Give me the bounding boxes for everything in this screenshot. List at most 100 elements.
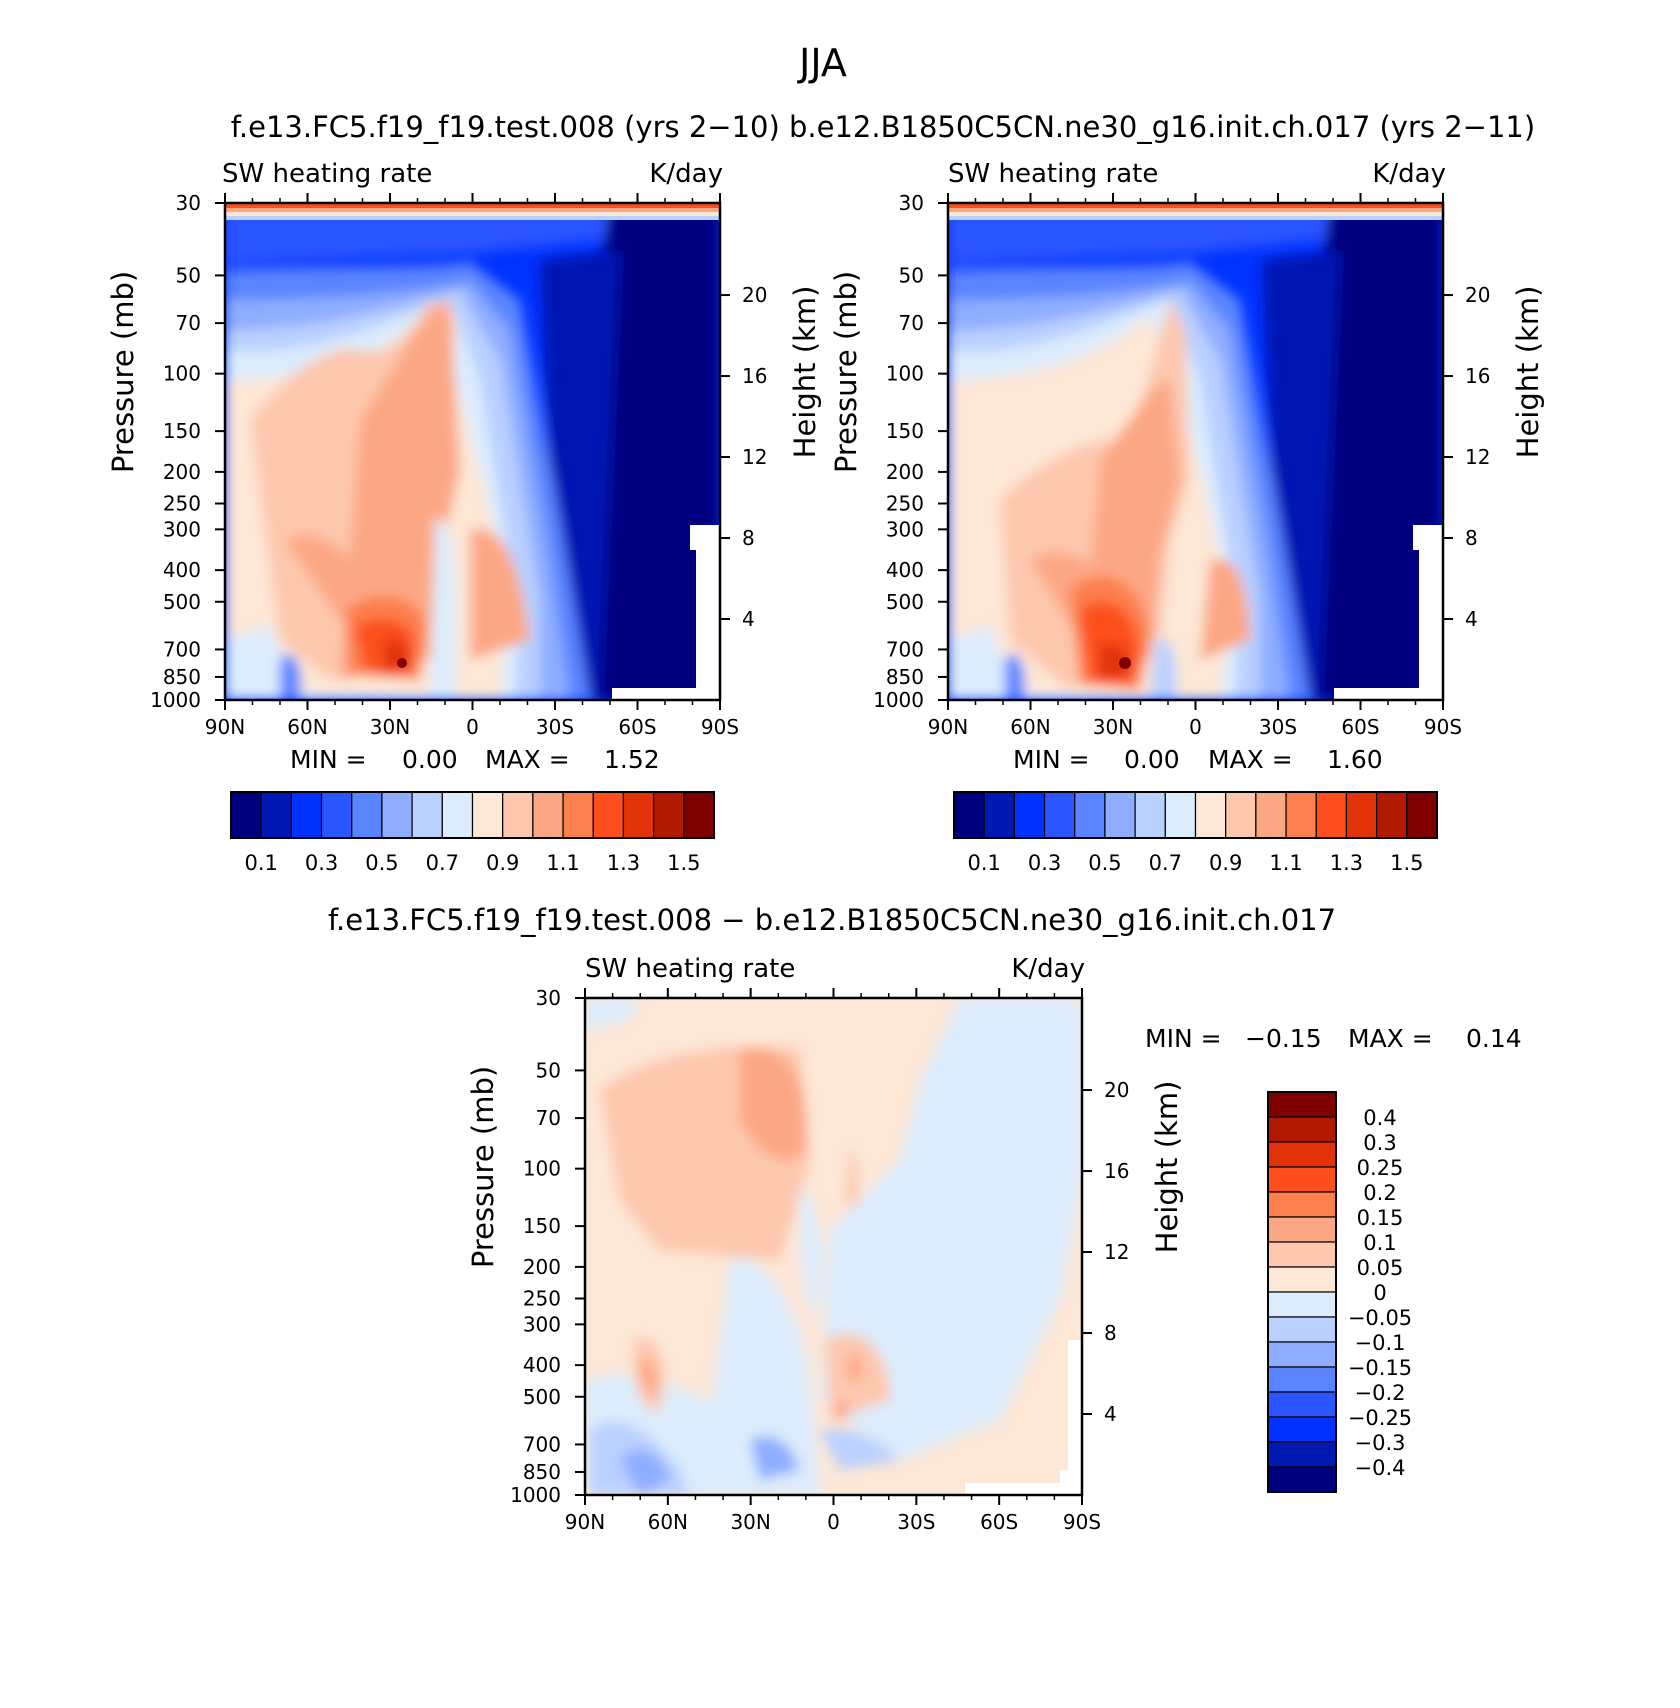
colorbar-label: 0.3	[305, 851, 338, 875]
x-tick-label: 90N	[928, 715, 968, 739]
colorbar-label: 1.1	[1269, 851, 1302, 875]
colorbar-box	[1043, 791, 1076, 839]
left-units-label: K/day	[649, 159, 723, 189]
p-tick-label: 50	[899, 263, 924, 287]
y-axis-title: Pressure (mb)	[106, 271, 140, 473]
colorbar-label: 0.3	[1028, 851, 1061, 875]
x-tick-label: 30S	[536, 715, 574, 739]
colorbar-box	[1267, 1141, 1337, 1168]
colorbar-label: −0.3	[1355, 1431, 1406, 1455]
colorbar-label: 0.7	[426, 851, 459, 875]
p-tick-label: 850	[163, 665, 201, 689]
p-tick-label: 150	[523, 1214, 561, 1238]
left-axes: 90N 60N 30N 0 30S 60S 90S 30 50 70 100 150 200 250300…	[106, 191, 822, 739]
p-tick-label: 400	[886, 558, 924, 582]
h-tick-label: 4	[1465, 607, 1478, 631]
season-title: JJA	[797, 41, 847, 85]
colorbar-label: 0.5	[1088, 851, 1121, 875]
colorbar-box	[1315, 791, 1348, 839]
colorbar-label: 0.15	[1357, 1206, 1404, 1230]
colorbar-box	[1134, 791, 1166, 839]
right-colorbar: 0.1 0.3 0.5 0.7 0.9 1.1 1.3 1.5	[953, 791, 1438, 875]
right-units-label: K/day	[1372, 159, 1446, 189]
colorbar-box	[1013, 791, 1046, 839]
colorbar-label: 0.1	[1363, 1231, 1396, 1255]
left-max-label: MAX =	[485, 745, 570, 774]
h-tick-label: 8	[1104, 1321, 1117, 1345]
colorbar-label: −0.15	[1348, 1356, 1412, 1380]
colorbar-label: −0.2	[1355, 1381, 1406, 1405]
x-tick-label: 60N	[1010, 715, 1050, 739]
diff-max-label: MAX =	[1348, 1024, 1433, 1053]
colorbar-box	[1285, 791, 1317, 839]
left-variable-label: SW heating rate	[222, 159, 432, 189]
p-tick-label: 500	[163, 590, 201, 614]
p-tick-label: 400	[523, 1353, 561, 1377]
x-tick-label: 0	[827, 1510, 840, 1534]
p-tick-label: 200	[523, 1255, 561, 1279]
colorbar-box	[1194, 791, 1227, 839]
x-tick-label: 30S	[1259, 715, 1297, 739]
p-tick-label: 30	[176, 191, 201, 215]
x-tick-label: 60N	[287, 715, 327, 739]
colorbar-box	[471, 791, 504, 839]
left-colorbar: 0.1 0.3 0.5 0.7 0.9 1.1 1.3 1.5	[230, 791, 715, 875]
h-tick-label: 16	[1465, 364, 1490, 388]
p-tick-label: 300	[523, 1312, 561, 1336]
p-tick-label: 400	[163, 558, 201, 582]
p-tick-label: 70	[899, 311, 924, 335]
colorbar-box	[1267, 1266, 1337, 1293]
p-tick-label: 500	[886, 590, 924, 614]
p-tick-label: 300	[163, 517, 201, 541]
diff-colorbar: 0.40.30.250.20.150.10.050−0.05−0.1−0.15−…	[1267, 1091, 1412, 1493]
colorbar-label: 1.3	[1330, 851, 1363, 875]
p-tick-label: 850	[886, 665, 924, 689]
colorbar-box	[351, 791, 383, 839]
colorbar-box	[1267, 1316, 1337, 1343]
colorbar-label: 0.2	[1363, 1181, 1396, 1205]
x-tick-label: 60S	[980, 1510, 1018, 1534]
p-tick-label: 30	[536, 986, 561, 1010]
p-tick-label: 150	[163, 419, 201, 443]
right-axes: 90N 60N 30N 0 30S 60S 90S 30 50 70 100 150 200 250300…	[829, 191, 1545, 739]
colorbar-box	[1267, 1216, 1337, 1243]
left-min-value: 0.00	[402, 745, 458, 774]
colorbar-label: 1.3	[607, 851, 640, 875]
left-contour-field	[225, 203, 720, 700]
colorbar-box	[1267, 1091, 1337, 1118]
colorbar-label: 0.9	[486, 851, 519, 875]
p-tick-label: 700	[886, 637, 924, 661]
diff-variable-label: SW heating rate	[585, 954, 795, 984]
p-tick-label: 700	[163, 637, 201, 661]
colorbar-label: 0.7	[1149, 851, 1182, 875]
diff-max-value: 0.14	[1466, 1024, 1522, 1053]
bottom-title: f.e13.FC5.f19_f19.test.008 − b.e12.B1850…	[328, 903, 1336, 937]
colorbar-frame	[230, 791, 715, 839]
colorbar-box	[290, 791, 323, 839]
h-tick-label: 20	[742, 283, 767, 307]
colorbar-label: 0.1	[244, 851, 277, 875]
colorbar-box	[562, 791, 594, 839]
colorbar-frame	[1267, 1091, 1337, 1493]
colorbar-box	[653, 791, 685, 839]
diff-units-label: K/day	[1011, 954, 1085, 984]
diff-min-label: MIN =	[1145, 1024, 1222, 1053]
colorbar-frame	[953, 791, 1438, 839]
colorbar-label: 0.05	[1357, 1256, 1404, 1280]
colorbar-box	[1267, 1291, 1337, 1318]
colorbar-box	[1074, 791, 1106, 839]
colorbar-box	[1267, 1341, 1337, 1368]
colorbar-box	[1267, 1191, 1337, 1218]
p-tick-label: 200	[163, 460, 201, 484]
right-min-value: 0.00	[1124, 745, 1180, 774]
x-tick-label: 60N	[648, 1510, 688, 1534]
right-max-label: MAX =	[1208, 745, 1293, 774]
colorbar-box	[1267, 1441, 1337, 1468]
right-contour-field	[948, 203, 1443, 700]
colorbar-box	[683, 791, 715, 839]
colorbar-label: 0.4	[1363, 1106, 1396, 1130]
y2-axis-title: Height (km)	[788, 286, 822, 459]
p-tick-label: 250	[523, 1287, 561, 1311]
colorbar-box	[1376, 791, 1408, 839]
h-tick-label: 16	[1104, 1159, 1129, 1183]
